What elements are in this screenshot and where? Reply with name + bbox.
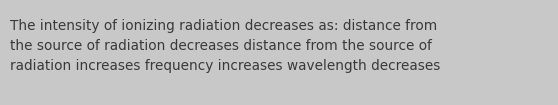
Text: The intensity of ionizing radiation decreases as: distance from
the source of ra: The intensity of ionizing radiation decr… (10, 19, 440, 73)
